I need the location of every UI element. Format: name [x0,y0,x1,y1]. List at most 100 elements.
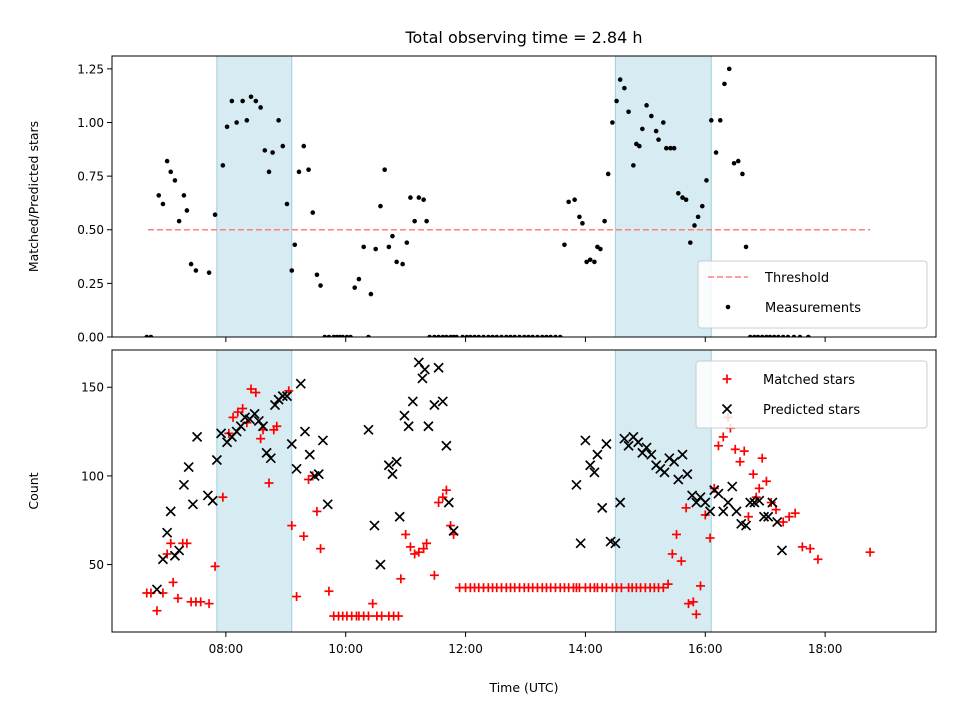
predicted-star-stroke [641,442,652,453]
measurement-point [806,334,811,337]
predicted-star-stroke [736,518,747,529]
measurement-point [539,334,545,337]
x-tick-label: 18:00 [808,642,843,656]
predicted-star-point [191,431,203,443]
y-tick-label: 150 [81,381,104,395]
plot-area [144,66,871,337]
predicted-star-point [265,453,276,464]
predicted-star-point [623,440,634,451]
predicted-star-stroke [375,559,386,570]
predicted-star-stroke [239,412,251,423]
measurement-point [695,214,701,220]
measurement-point [671,145,677,151]
predicted-star-stroke [202,490,213,501]
measurement-point [617,77,623,82]
measurement-point [602,218,607,224]
predicted-star-stroke [601,438,612,450]
predicted-star-stroke [580,435,591,446]
predicted-star-point [664,453,675,464]
measurement-point [610,120,615,125]
measurement-point [692,223,697,228]
predicted-star-stroke [575,538,586,549]
matched-star-point [663,579,673,589]
measurement-point [244,118,250,123]
matched-star-point [287,521,297,531]
predicted-star-point [776,545,788,556]
legend-box [697,260,928,329]
predicted-star-stroke [304,449,315,460]
predicted-star-point [745,497,756,508]
predicted-star-stroke [763,511,774,522]
measurement-point [148,334,154,337]
predicted-star-point [441,440,452,451]
predicted-star-point [646,449,657,460]
measurement-point [653,128,659,134]
predicted-star-point [731,506,742,517]
matched-star-point [292,592,302,602]
predicted-star-stroke [399,410,410,421]
measurement-point [572,197,577,203]
y-tick-label: 0.75 [77,170,104,184]
y-axis-label: Matched/Predicted stars [26,121,41,272]
measurement-point [400,261,405,267]
matched-star-point [256,434,266,444]
measurement-point [156,193,162,198]
measurement-point [229,98,235,104]
predicted-star-stroke [727,481,738,492]
predicted-star-point [174,545,185,556]
measurement-point [181,193,187,198]
predicted-star-point [615,497,626,508]
shaded-interval [216,55,293,338]
predicted-star-point [437,396,448,407]
predicted-star-point [151,584,163,595]
predicted-star-stroke [253,415,264,427]
predicted-star-point [722,497,734,508]
predicted-star-point [157,554,169,565]
y-tick-label: 1.25 [77,62,104,76]
measurement-point [172,178,178,183]
y-tick-label: 0.25 [77,277,104,291]
x-tick-label: 16:00 [688,642,723,656]
plot-area [142,357,875,621]
measurement-point [224,124,230,130]
measurement-point [390,233,395,239]
legend-threshold-label: Threshold [764,271,829,286]
measurement-point [234,120,239,125]
predicted-star-stroke [673,474,684,485]
predicted-star-stroke [740,520,752,531]
predicted-star-stroke [322,499,333,510]
matched-star-point [672,529,682,539]
matched-star-point [272,421,282,431]
measurement-point [699,203,705,209]
predicted-star-point [592,449,603,460]
matched-star-point [778,517,788,527]
measurement-point [348,334,353,337]
measurement-point [780,334,786,337]
predicted-star-stroke [659,467,670,478]
predicted-star-point [162,527,173,538]
measurement-point [361,244,366,250]
predicted-star-point [727,481,738,492]
measurement-point [668,145,673,151]
shaded-interval [614,55,712,338]
predicted-star-point [363,424,374,435]
predicted-star-point [580,435,591,446]
measurement-point [404,240,410,245]
measurement-point [266,169,272,175]
measurement-point [344,334,350,337]
measurement-point [436,334,441,337]
predicted-star-stroke [257,421,269,432]
predicted-star-stroke [722,497,734,508]
predicted-star-point [399,410,410,421]
measurement-point [378,203,383,209]
matched-star-point [233,407,243,417]
predicted-star-stroke [677,449,688,460]
matched-star-point [688,597,698,607]
matched-star-point [784,512,794,522]
measurement-point [644,103,649,108]
predicted-star-stroke [313,469,324,480]
predicted-star-point [700,497,711,508]
measurement-point [306,167,311,172]
measurement-point [468,334,473,337]
measurement-point [472,334,477,337]
